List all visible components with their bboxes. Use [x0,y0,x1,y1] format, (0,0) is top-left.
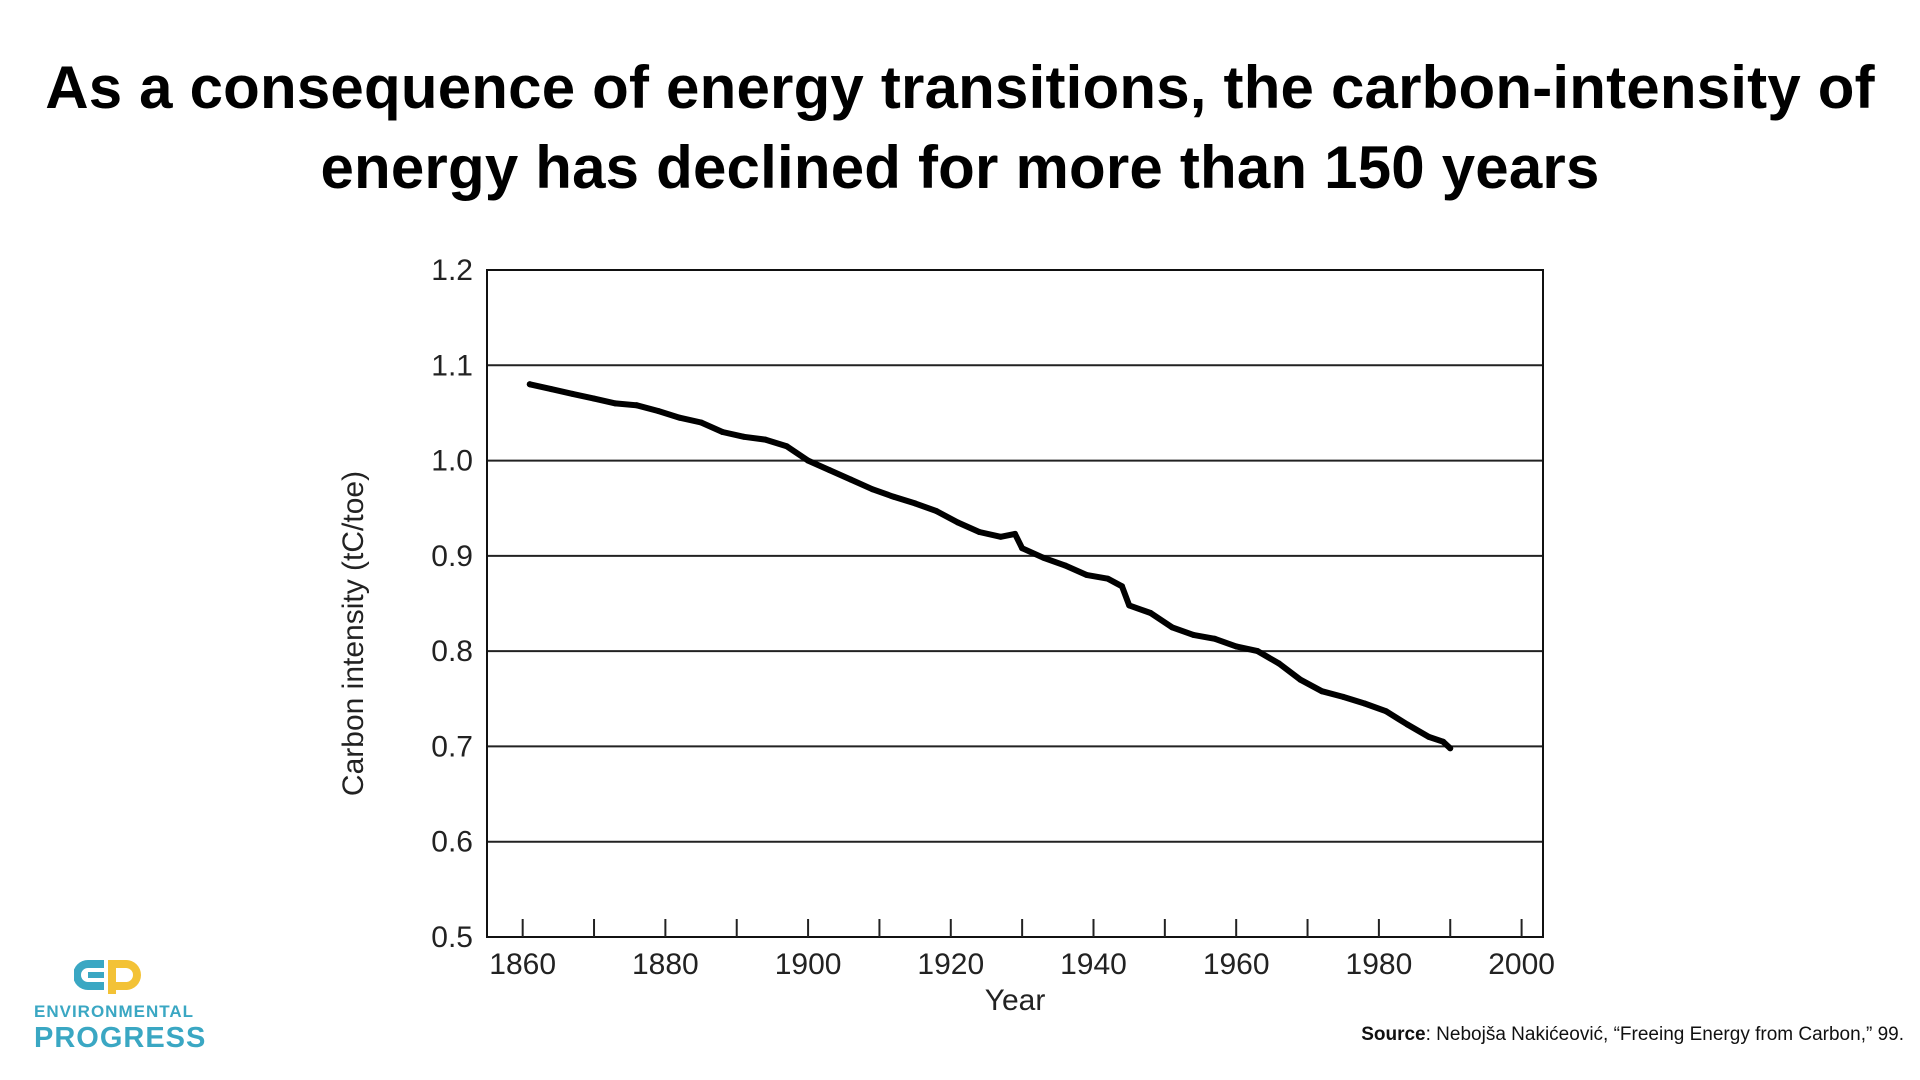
data-point [1276,660,1282,667]
data-point [1254,648,1261,655]
data-point [591,395,597,402]
title-line-2: energy has declined for more than 150 ye… [320,134,1600,201]
x-tick-label: 1920 [917,948,984,981]
y-axis-labels: 0.5 0.6 0.7 0.8 0.9 1.0 1.1 1.2 [431,254,473,954]
data-point [526,381,533,388]
data-point [676,414,683,421]
x-tick-label: 1960 [1203,948,1270,981]
data-point [1361,700,1368,707]
data-point [698,419,705,426]
y-tick-label: 1.0 [431,445,473,478]
data-point [1147,610,1154,616]
title-line-1: As a consequence of energy transitions, … [45,54,1875,121]
data-point [633,402,640,409]
data-point [1019,545,1026,552]
logo-text-progress: PROGRESS [34,1022,207,1054]
y-tick-label: 0.7 [431,730,473,763]
data-point [1169,624,1175,631]
data-point [805,457,812,464]
slide-title: As a consequence of energy transitions, … [40,48,1880,208]
data-point [954,519,961,526]
data-point [1318,688,1325,695]
y-tick-label: 0.5 [431,921,473,954]
x-axis-labels: 1860 1880 1900 1920 1940 1960 1980 2000 [489,948,1555,981]
data-point [612,400,619,407]
grid-lines [487,364,1543,843]
y-axis-title: Carbon intensity (tC/toe) [337,471,370,796]
data-point [826,467,833,474]
x-tick-label: 1900 [775,948,842,981]
x-tick-label: 1880 [632,948,699,981]
data-point [1104,575,1111,582]
data-point [933,508,940,515]
logo-text-environmental: ENVIRONMENTAL [34,1002,195,1021]
data-point [740,433,747,440]
data-point [1012,530,1018,537]
series-layer [526,381,1454,752]
data-point [847,476,854,483]
x-tick-label: 2000 [1488,948,1555,981]
y-tick-label: 0.6 [431,826,473,859]
data-point [1383,708,1389,715]
data-point [1211,635,1218,642]
data-point [1190,631,1197,638]
data-point [997,533,1004,540]
carbon-intensity-series-line [526,381,1454,752]
data-point [1083,571,1090,578]
data-point [783,443,790,450]
data-point [1440,738,1447,745]
x-tick-label: 1980 [1346,948,1413,981]
plot-frame [486,269,1544,938]
data-point [719,429,726,435]
data-point [869,486,876,493]
data-point [1126,602,1133,609]
data-point [548,386,555,393]
data-point [569,390,576,397]
source-label: Source [1361,1024,1426,1045]
data-point [1119,583,1125,590]
data-point [1425,733,1432,740]
y-tick-label: 1.1 [431,349,473,382]
x-tick-label: 1860 [489,948,556,981]
data-point [1233,643,1240,650]
x-tick-label: 1940 [1060,948,1127,981]
y-tick-label: 0.8 [431,635,473,668]
y-tick-label: 0.9 [431,540,473,573]
x-axis-title: Year [985,984,1046,1017]
data-point [1340,693,1347,700]
data-point [912,500,919,507]
data-point [1040,554,1047,561]
source-text: : Nebojša Nakićeović, “Freeing Energy fr… [1425,1024,1904,1045]
x-axis-ticks [521,919,1523,937]
data-point [1061,562,1068,569]
data-point [655,408,662,414]
data-point [762,436,769,443]
data-point [976,529,983,535]
data-point [1297,676,1304,683]
environmental-progress-logo: ENVIRONMENTAL PROGRESS [34,950,207,1060]
ep-logo-icon [74,960,141,994]
data-point [1404,721,1411,728]
source-citation: Source: Nebojša Nakićeović, “Freeing Ene… [1361,1024,1904,1046]
data-point [890,493,897,500]
y-tick-label: 1.2 [431,254,473,287]
data-point [1447,745,1454,752]
